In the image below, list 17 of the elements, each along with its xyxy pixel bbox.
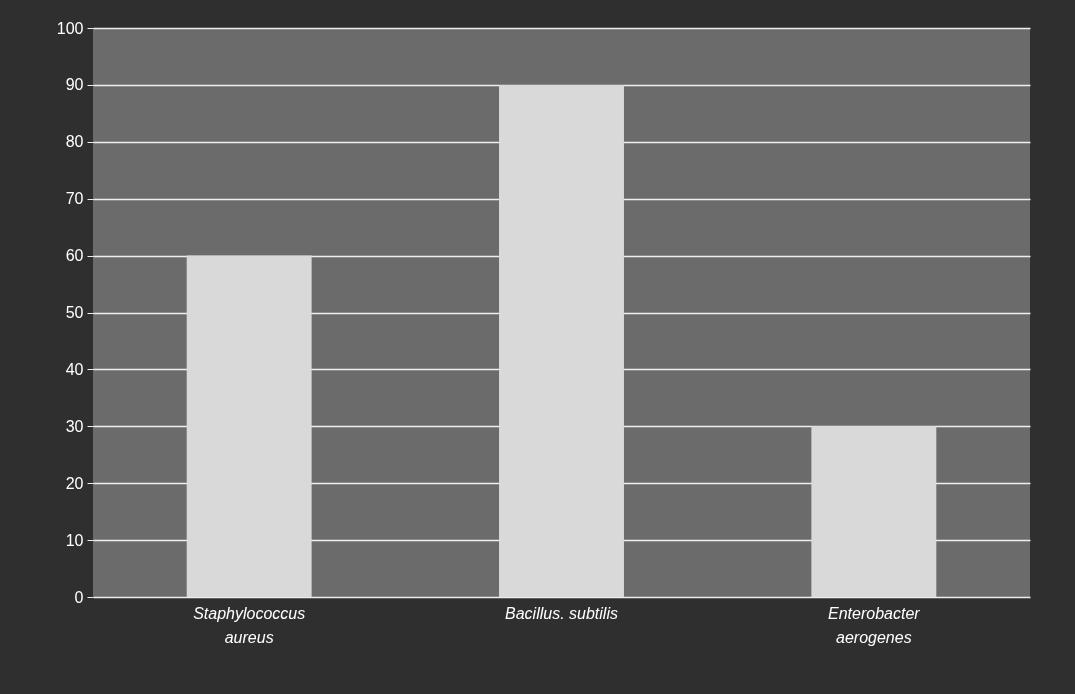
bar: [811, 426, 937, 597]
y-tick-label: 60: [65, 247, 84, 265]
y-tick-label: 70: [65, 190, 84, 208]
y-tick-label: 10: [65, 531, 84, 549]
y-tick-label: 40: [65, 360, 84, 378]
y-tick-label: 20: [65, 474, 84, 492]
y-tick-label: 90: [65, 76, 84, 94]
bar: [186, 255, 312, 597]
x-tick-label: Bacillus. subtilis: [505, 604, 618, 622]
y-tick-label: 80: [65, 133, 84, 151]
bar: [499, 84, 624, 597]
y-tick-label: 30: [65, 417, 84, 435]
x-tick-label: Staphylococcus aureus: [193, 604, 306, 646]
y-tick-label: 100: [56, 19, 84, 37]
x-tick-label: Enterobacter aerogenes: [828, 604, 921, 646]
y-tick-label: 0: [74, 588, 84, 606]
y-tick-label: 50: [65, 304, 84, 321]
